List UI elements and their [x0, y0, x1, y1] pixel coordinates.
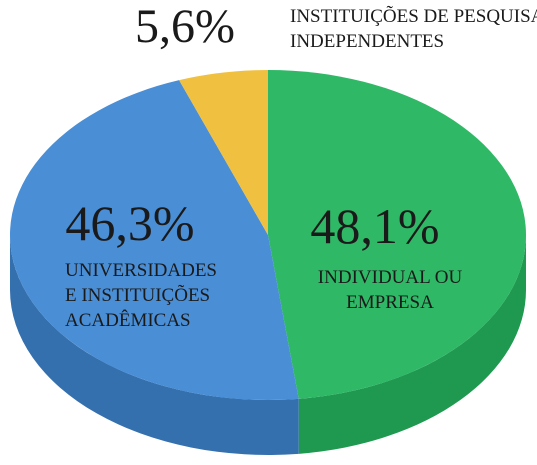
slice — [9, 80, 299, 400]
category-label-line: INDEPENDENTES — [290, 31, 444, 52]
category-label: INSTITUIÇÕES DE PESQUISA INDEPENDENTES — [290, 5, 537, 52]
slice-side — [10, 235, 299, 456]
slice — [268, 70, 527, 399]
value-label: 46,3% — [65, 195, 194, 251]
category-label-line: UNIVERSIDADES — [65, 260, 217, 281]
value-label: 48,1% — [310, 198, 439, 254]
category-label: INDIVIDUAL OU EMPRESA — [318, 267, 463, 313]
category-label-line: E INSTITUIÇÕES — [65, 284, 210, 306]
category-label-line: INDIVIDUAL OU — [318, 267, 463, 288]
slice — [179, 70, 268, 235]
slice-side — [298, 235, 526, 454]
category-label-line: EMPRESA — [346, 292, 434, 313]
category-label: UNIVERSIDADES E INSTITUIÇÕES ACADÊMICAS — [65, 260, 217, 331]
category-label-line: INSTITUIÇÕES DE PESQUISA — [290, 5, 537, 27]
value-label: 5,6% — [135, 0, 235, 53]
category-label-line: ACADÊMICAS — [65, 309, 191, 331]
